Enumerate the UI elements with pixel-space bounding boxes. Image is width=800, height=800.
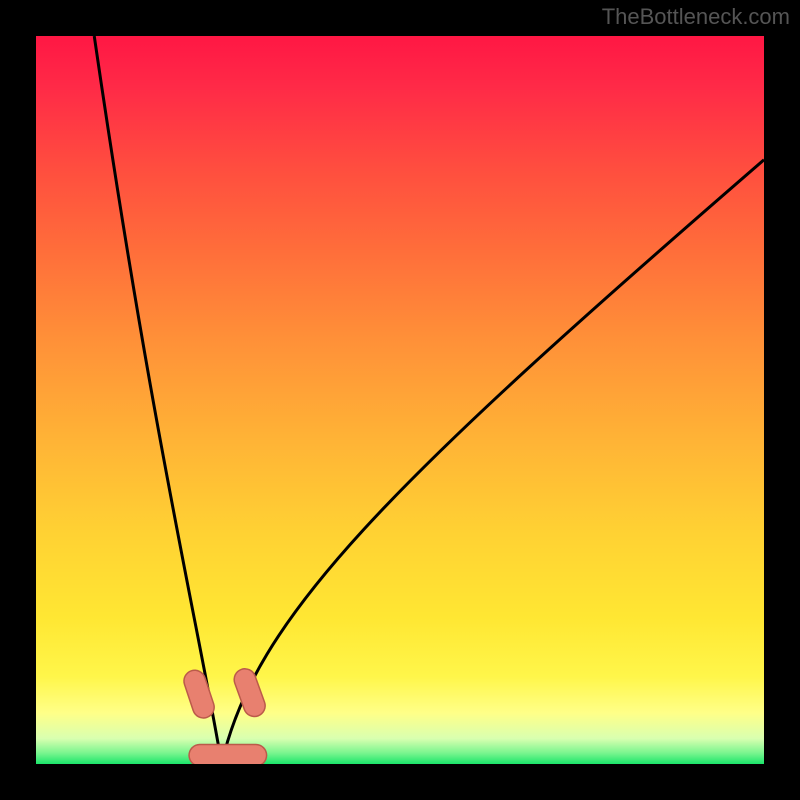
gradient-background — [36, 36, 764, 764]
watermark-text: TheBottleneck.com — [602, 4, 790, 30]
marker-capsule — [195, 681, 204, 707]
bottleneck-chart — [0, 0, 800, 800]
chart-stage: TheBottleneck.com — [0, 0, 800, 800]
marker-capsule — [245, 680, 254, 706]
